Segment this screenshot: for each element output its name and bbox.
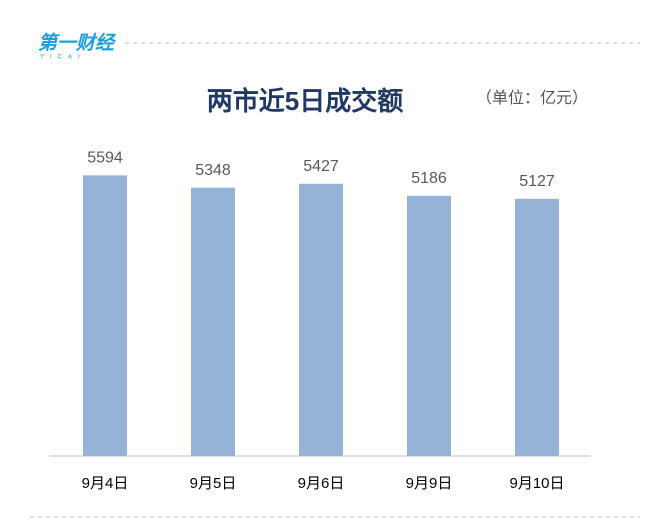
chart-title: 两市近5日成交额 bbox=[207, 86, 403, 116]
x-tick-label: 9月9日 bbox=[406, 475, 453, 492]
x-tick-label: 9月6日 bbox=[298, 475, 345, 492]
value-label: 5186 bbox=[411, 170, 447, 187]
value-label: 5427 bbox=[303, 158, 339, 175]
bar bbox=[191, 187, 235, 456]
bar bbox=[299, 183, 343, 457]
value-label: 5127 bbox=[519, 173, 555, 190]
bar bbox=[83, 175, 127, 456]
brand-logo: 第一财经 bbox=[38, 32, 117, 54]
x-tick-label: 9月5日 bbox=[190, 475, 237, 492]
x-tick-label: 9月4日 bbox=[82, 475, 129, 492]
unit-label: （单位：亿元） bbox=[476, 89, 588, 107]
value-label: 5348 bbox=[195, 162, 231, 179]
x-tick-label: 9月10日 bbox=[509, 475, 564, 492]
bar bbox=[407, 195, 451, 456]
brand-sub: YICAI bbox=[40, 55, 86, 61]
value-label: 5594 bbox=[87, 150, 123, 167]
bar bbox=[515, 198, 559, 456]
